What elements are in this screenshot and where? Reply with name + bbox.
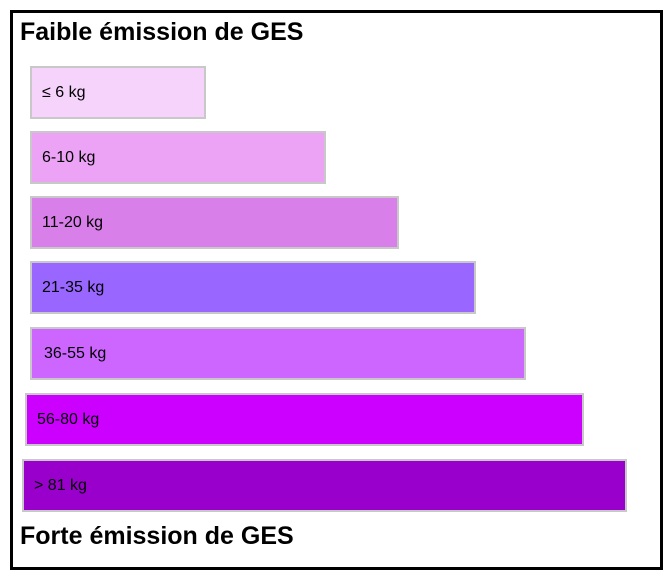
bar: 11-20 kg [30, 196, 399, 249]
page: {"header": {"title": "Faible émission de… [10, 10, 663, 570]
bar: > 81 kg [22, 459, 627, 512]
bar-label: 6-10 kg [42, 148, 96, 166]
bar-label: 36-55 kg [44, 344, 107, 362]
bar: ≤ 6 kg [30, 66, 206, 119]
bar: 56-80 kg [25, 393, 584, 446]
bar: 36-55 kg [30, 327, 526, 380]
bar: 6-10 kg [30, 131, 326, 184]
bar: 21-35 kg [30, 261, 476, 314]
footer-title: Forte émission de GES [20, 522, 294, 550]
bar-label: 21-35 kg [42, 278, 105, 296]
bar-label: ≤ 6 kg [42, 83, 86, 101]
bar-label: > 81 kg [34, 476, 87, 494]
bar-label: 56-80 kg [37, 410, 100, 428]
bar-label: 11-20 kg [42, 213, 104, 231]
header-title: Faible émission de GES [20, 18, 304, 46]
